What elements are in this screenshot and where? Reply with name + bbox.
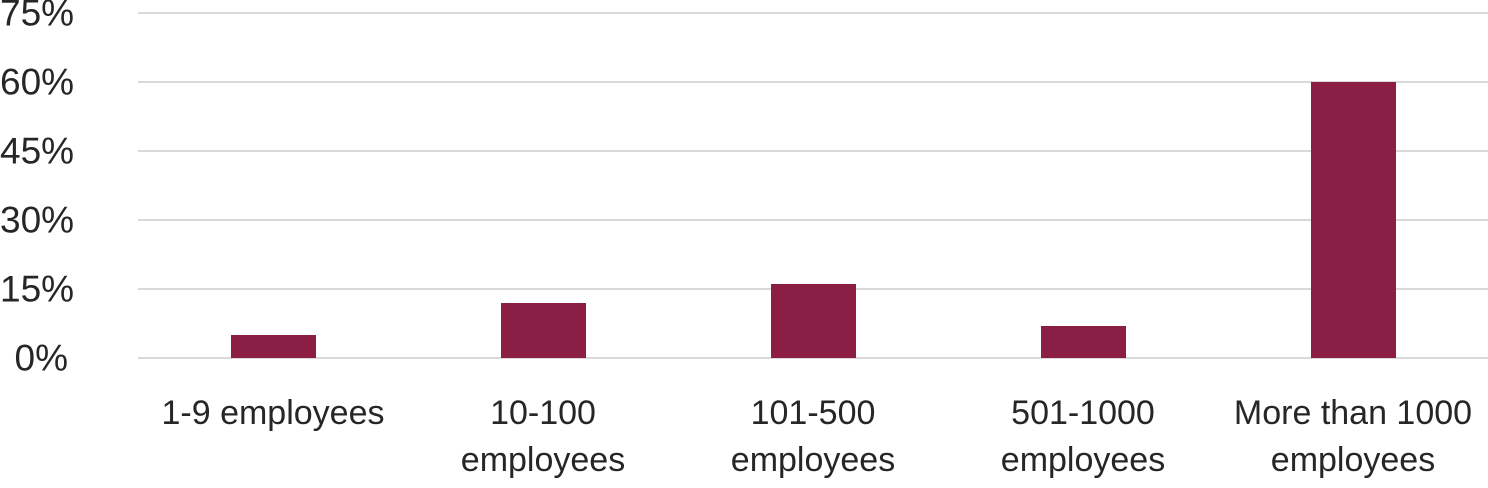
y-tick-label: 75% [0, 0, 75, 34]
x-tick-label: More than 1000 employees [1218, 390, 1488, 484]
bar-1 [500, 302, 586, 358]
x-tick-label-text: 1-9 employees [161, 394, 385, 432]
gridline [138, 12, 1488, 14]
y-tick-label: 0% [14, 337, 68, 379]
x-tick-label: 1-9 employees [138, 390, 408, 484]
gridline [138, 219, 1488, 221]
gridline [138, 357, 1488, 359]
y-tick-label: 45% [0, 130, 75, 172]
x-tick-label-text: More than 1000 employees [1233, 394, 1473, 479]
x-axis: 1-9 employees 10-100 employees 101-500 emp… [138, 390, 1488, 484]
x-tick-label: 501-1000 employees [948, 390, 1218, 484]
x-tick-label: 101-500 employees [678, 390, 948, 484]
y-axis: 0% 15% 30% 45% 60% 75% [0, 0, 120, 488]
bar-0 [230, 335, 316, 358]
y-tick-label: 15% [0, 268, 75, 310]
x-tick-label: 10-100 employees [408, 390, 678, 484]
bar-4 [1310, 82, 1396, 358]
bar-2 [770, 284, 856, 358]
x-tick-label-text: 101-500 employees [730, 394, 896, 479]
y-tick-label: 60% [0, 61, 75, 103]
y-tick-label: 30% [0, 199, 75, 241]
plot-area [138, 12, 1488, 359]
x-tick-label-text: 501-1000 employees [1000, 394, 1166, 479]
gridline [138, 81, 1488, 83]
x-tick-label-text: 10-100 employees [460, 394, 626, 479]
bar-3 [1040, 325, 1126, 358]
gridline [138, 150, 1488, 152]
